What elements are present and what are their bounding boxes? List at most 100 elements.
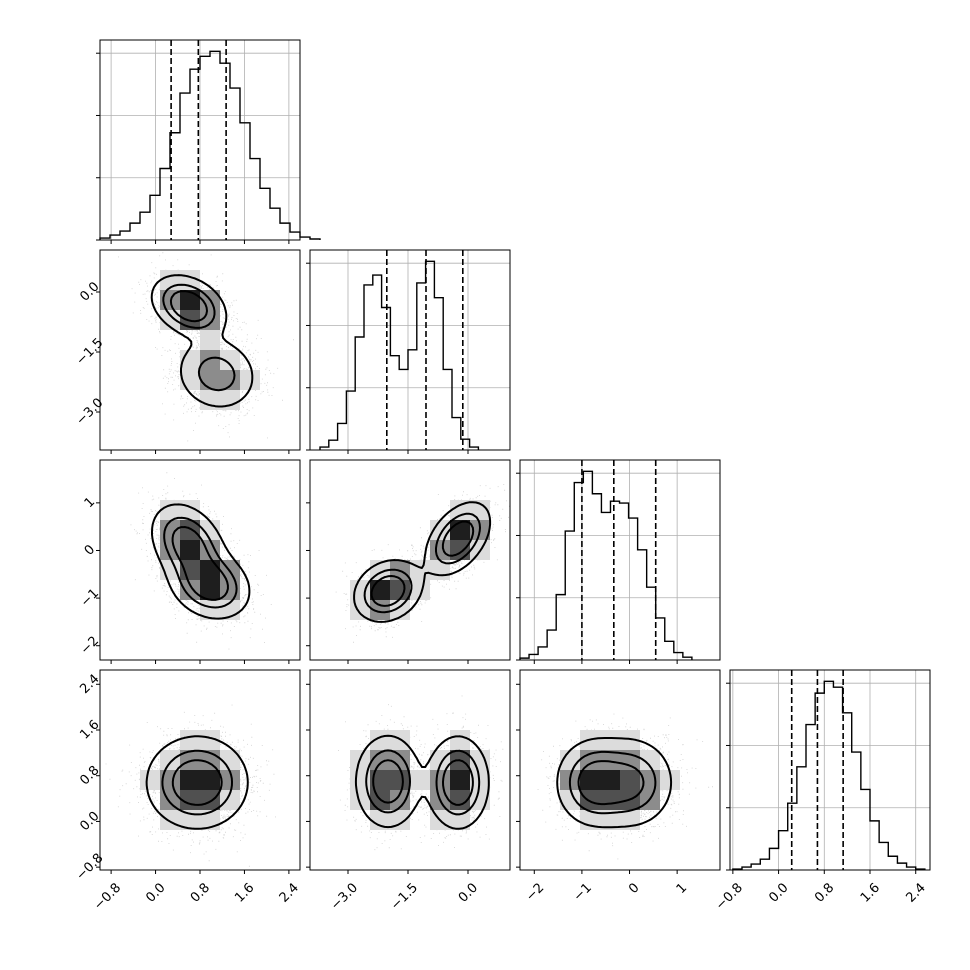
y-tick-label-var3-3: 0	[82, 542, 98, 558]
density-block	[430, 520, 450, 540]
contour-2-1-1	[150, 274, 254, 408]
histogram-panel-4	[726, 669, 931, 871]
y-tick-label-var2-2: −1.5	[74, 336, 107, 369]
density-block	[640, 750, 660, 770]
density-block	[200, 730, 220, 750]
contour-4-3-2	[568, 750, 657, 815]
density-block	[450, 770, 470, 790]
density-block	[410, 770, 430, 790]
density-block	[410, 560, 430, 580]
density-block	[200, 580, 220, 600]
y-tick-label-var3-2: −1	[78, 586, 102, 610]
density-block	[200, 370, 220, 390]
density-block	[600, 730, 620, 750]
density-block	[600, 750, 620, 770]
density-block	[160, 310, 180, 330]
x-tick-label-var3-4: 1	[674, 880, 690, 896]
contour-3-2-2	[363, 512, 481, 614]
contour-4-3-3	[577, 760, 645, 806]
density-block	[240, 370, 260, 390]
density-block	[160, 500, 180, 520]
density-block	[620, 770, 640, 790]
density-block	[220, 790, 240, 810]
density-block	[580, 770, 600, 790]
density-block	[350, 790, 370, 810]
scatter-panel-4-3	[519, 669, 721, 871]
contour-4-3-1	[556, 737, 673, 829]
y-tick-label-var4-3: 0.8	[77, 763, 102, 788]
y-tick-label-var4-1: −0.8	[74, 851, 107, 884]
axes-frame-2-2	[309, 249, 511, 451]
density-block	[200, 350, 220, 370]
histogram-panel-3	[516, 459, 721, 661]
contour-3-1-2	[163, 516, 238, 609]
x-tick-label-var1-1: −0.8	[91, 880, 124, 913]
density-block	[430, 540, 450, 560]
density-block	[450, 540, 470, 560]
contour-3-1-1	[151, 503, 251, 620]
x-tick-label-var1-4: 1.6	[232, 880, 257, 905]
density-block	[220, 770, 240, 790]
density-block	[390, 770, 410, 790]
density-block	[430, 750, 450, 770]
y-tick-label-var4-5: 2.4	[77, 672, 102, 697]
contour-4-1-2	[161, 749, 233, 816]
density-block	[600, 790, 620, 810]
density-block	[560, 790, 580, 810]
axes-frame-4-3	[519, 669, 721, 871]
x-tick-label-var1-2: 0.0	[143, 880, 168, 905]
axes-frame-3-3	[519, 459, 721, 661]
histogram-steps-2	[319, 260, 480, 450]
contour-3-1-3	[171, 526, 229, 601]
x-tick-label-var3-3: 0	[626, 880, 642, 896]
x-tick-label-var1-3: 0.8	[188, 880, 213, 905]
contour-3-2-3	[370, 520, 475, 607]
x-tick-label-var4-1: −0.8	[713, 880, 746, 913]
density-block	[220, 390, 240, 410]
density-block	[160, 750, 180, 770]
x-tick-label-var2-1: −3.0	[328, 880, 361, 913]
x-tick-label-var1-5: 2.4	[277, 880, 302, 905]
density-block	[180, 560, 200, 580]
contour-4-2-3	[372, 759, 474, 806]
density-block	[200, 390, 220, 410]
scatter-panel-3-1	[99, 459, 301, 661]
density-block	[140, 770, 160, 790]
x-tick-label-var4-2: 0.0	[766, 880, 791, 905]
density-block	[180, 750, 200, 770]
scatter-panel-4-1	[99, 669, 301, 871]
density-block	[180, 520, 200, 540]
histogram-panel-2	[306, 249, 511, 451]
density-block	[370, 750, 390, 770]
density-block	[160, 790, 180, 810]
scatter-points-3-2	[335, 484, 510, 643]
density-block	[180, 730, 200, 750]
histogram-steps-1	[99, 50, 321, 240]
scatter-panel-3-2	[309, 459, 511, 661]
density-block	[580, 790, 600, 810]
density-block	[600, 810, 620, 830]
contour-2-1-2	[162, 283, 236, 392]
scatter-panel-4-2	[309, 669, 511, 871]
y-tick-label-var3-4: 1	[82, 495, 98, 511]
x-tick-label-var4-4: 1.6	[858, 880, 883, 905]
histogram-panel-1	[96, 39, 321, 241]
contour-4-1-1	[145, 735, 249, 830]
x-tick-label-var3-2: −1	[571, 880, 595, 904]
density-block	[200, 330, 220, 350]
y-tick-label-var2-3: 0.0	[77, 279, 102, 304]
density-block	[620, 730, 640, 750]
density-block	[600, 770, 620, 790]
density-block	[370, 810, 390, 830]
histogram-steps-3	[519, 470, 693, 660]
x-tick-label-var4-3: 0.8	[812, 880, 837, 905]
axes-frame-4-4	[729, 669, 931, 871]
scatter-panel-2-1	[99, 249, 301, 451]
x-tick-label-var2-3: 0.0	[456, 880, 481, 905]
density-block	[180, 540, 200, 560]
contour-3-2-1	[353, 501, 492, 623]
histogram-steps-4	[732, 680, 926, 870]
density-block	[370, 770, 390, 790]
density-block	[580, 750, 600, 770]
